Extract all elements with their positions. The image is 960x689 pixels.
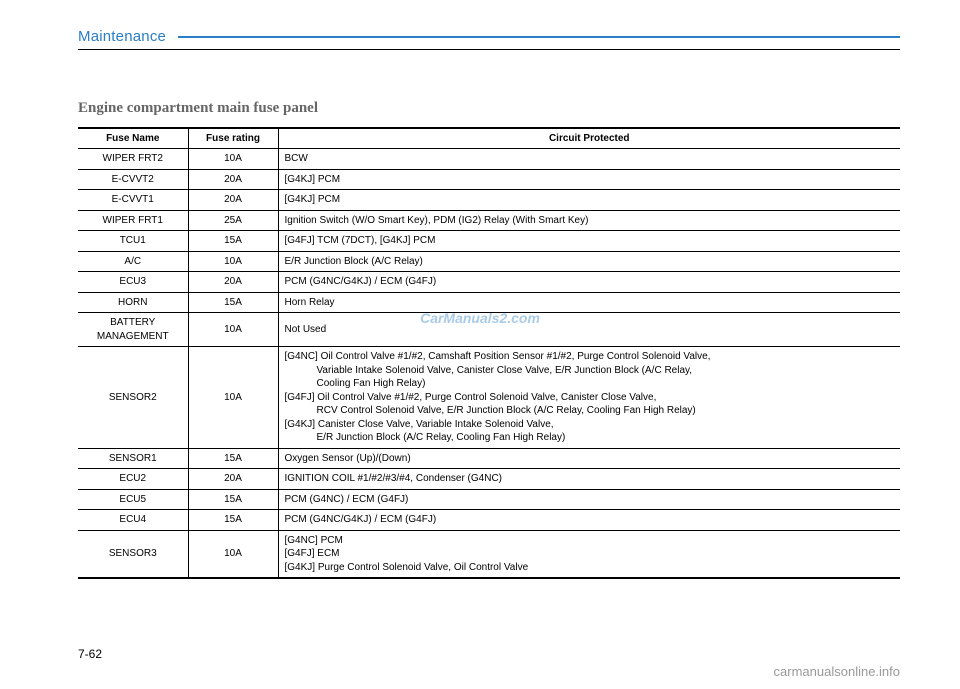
cell-fuse-rating: 25A xyxy=(188,210,278,231)
cell-fuse-rating: 15A xyxy=(188,292,278,313)
cell-fuse-name: TCU1 xyxy=(78,231,188,252)
cell-circuit: Ignition Switch (W/O Smart Key), PDM (IG… xyxy=(278,210,900,231)
cell-fuse-name: SENSOR2 xyxy=(78,347,188,449)
section-title: Maintenance xyxy=(78,28,166,45)
cell-circuit: PCM (G4NC) / ECM (G4FJ) xyxy=(278,489,900,510)
cell-fuse-rating: 20A xyxy=(188,469,278,490)
cell-fuse-rating: 15A xyxy=(188,231,278,252)
cell-fuse-rating: 10A xyxy=(188,313,278,347)
table-body: WIPER FRT210ABCWE-CVVT220A[G4KJ] PCME-CV… xyxy=(78,149,900,579)
table-row: TCU115A[G4FJ] TCM (7DCT), [G4KJ] PCM xyxy=(78,231,900,252)
cell-fuse-name: ECU5 xyxy=(78,489,188,510)
header-underline xyxy=(78,49,900,50)
cell-fuse-rating: 15A xyxy=(188,448,278,469)
table-row: ECU415APCM (G4NC/G4KJ) / ECM (G4FJ) xyxy=(78,510,900,531)
table-row: E-CVVT120A[G4KJ] PCM xyxy=(78,190,900,211)
cell-fuse-name: E-CVVT1 xyxy=(78,190,188,211)
cell-circuit: Not Used xyxy=(278,313,900,347)
cell-fuse-rating: 15A xyxy=(188,489,278,510)
cell-fuse-name: HORN xyxy=(78,292,188,313)
page-number: 7-62 xyxy=(78,647,102,661)
cell-circuit: BCW xyxy=(278,149,900,170)
cell-fuse-name: ECU3 xyxy=(78,272,188,293)
cell-fuse-name: WIPER FRT1 xyxy=(78,210,188,231)
header-row: Maintenance xyxy=(78,28,900,45)
table-row: HORN15AHorn Relay xyxy=(78,292,900,313)
cell-fuse-rating: 10A xyxy=(188,530,278,578)
table-row: E-CVVT220A[G4KJ] PCM xyxy=(78,169,900,190)
cell-circuit: IGNITION COIL #1/#2/#3/#4, Condenser (G4… xyxy=(278,469,900,490)
cell-fuse-rating: 20A xyxy=(188,272,278,293)
table-row: ECU220AIGNITION COIL #1/#2/#3/#4, Conden… xyxy=(78,469,900,490)
cell-fuse-name: WIPER FRT2 xyxy=(78,149,188,170)
cell-circuit: Horn Relay xyxy=(278,292,900,313)
cell-fuse-rating: 20A xyxy=(188,190,278,211)
cell-circuit: PCM (G4NC/G4KJ) / ECM (G4FJ) xyxy=(278,510,900,531)
page: Maintenance Engine compartment main fuse… xyxy=(0,0,960,689)
cell-circuit: [G4NC] Oil Control Valve #1/#2, Camshaft… xyxy=(278,347,900,449)
cell-fuse-name: ECU2 xyxy=(78,469,188,490)
table-row: SENSOR210A[G4NC] Oil Control Valve #1/#2… xyxy=(78,347,900,449)
cell-circuit: [G4NC] PCM[G4FJ] ECM[G4KJ] Purge Control… xyxy=(278,530,900,578)
th-fuse-rating: Fuse rating xyxy=(188,128,278,149)
table-row: ECU515APCM (G4NC) / ECM (G4FJ) xyxy=(78,489,900,510)
cell-circuit: Oxygen Sensor (Up)/(Down) xyxy=(278,448,900,469)
table-row: SENSOR310A[G4NC] PCM[G4FJ] ECM[G4KJ] Pur… xyxy=(78,530,900,578)
footer-mark: carmanualsonline.info xyxy=(774,664,900,679)
table-row: WIPER FRT125AIgnition Switch (W/O Smart … xyxy=(78,210,900,231)
cell-circuit: [G4KJ] PCM xyxy=(278,169,900,190)
cell-fuse-rating: 15A xyxy=(188,510,278,531)
cell-fuse-name: SENSOR3 xyxy=(78,530,188,578)
table-row: BATTERY MANAGEMENT10ANot Used xyxy=(78,313,900,347)
cell-circuit: E/R Junction Block (A/C Relay) xyxy=(278,251,900,272)
cell-fuse-name: ECU4 xyxy=(78,510,188,531)
cell-circuit: [G4FJ] TCM (7DCT), [G4KJ] PCM xyxy=(278,231,900,252)
cell-circuit: PCM (G4NC/G4KJ) / ECM (G4FJ) xyxy=(278,272,900,293)
subtitle: Engine compartment main fuse panel xyxy=(78,100,900,117)
th-circuit: Circuit Protected xyxy=(278,128,900,149)
header-rule xyxy=(178,36,900,38)
cell-fuse-name: A/C xyxy=(78,251,188,272)
cell-fuse-rating: 10A xyxy=(188,347,278,449)
table-row: ECU320APCM (G4NC/G4KJ) / ECM (G4FJ) xyxy=(78,272,900,293)
table-row: SENSOR115AOxygen Sensor (Up)/(Down) xyxy=(78,448,900,469)
fuse-table: Fuse Name Fuse rating Circuit Protected … xyxy=(78,127,900,579)
cell-fuse-rating: 10A xyxy=(188,149,278,170)
table-header-row: Fuse Name Fuse rating Circuit Protected xyxy=(78,128,900,149)
cell-circuit: [G4KJ] PCM xyxy=(278,190,900,211)
table-row: A/C10AE/R Junction Block (A/C Relay) xyxy=(78,251,900,272)
cell-fuse-name: E-CVVT2 xyxy=(78,169,188,190)
cell-fuse-rating: 10A xyxy=(188,251,278,272)
cell-fuse-name: BATTERY MANAGEMENT xyxy=(78,313,188,347)
cell-fuse-name: SENSOR1 xyxy=(78,448,188,469)
th-fuse-name: Fuse Name xyxy=(78,128,188,149)
table-row: WIPER FRT210ABCW xyxy=(78,149,900,170)
cell-fuse-rating: 20A xyxy=(188,169,278,190)
